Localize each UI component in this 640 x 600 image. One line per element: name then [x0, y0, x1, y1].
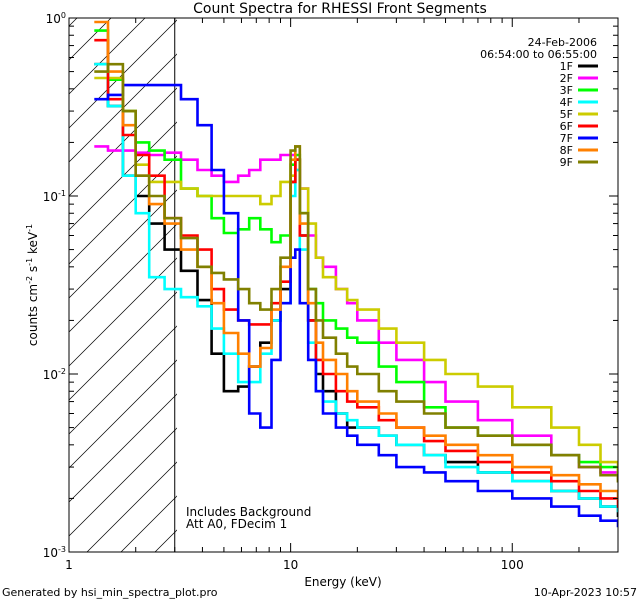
- hatch-line: [69, 18, 146, 95]
- y-tick-label: 100: [46, 11, 66, 26]
- date-label: 24-Feb-2006: [528, 36, 597, 49]
- x-tick-label: 100: [501, 558, 524, 572]
- footer-generator: Generated by hsi_min_spectra_plot.pro: [2, 586, 218, 599]
- y-tick-label: 10-2: [43, 367, 66, 382]
- series-line-9f: [94, 62, 618, 483]
- time-range-label: 06:54:00 to 06:55:00: [480, 48, 597, 61]
- x-tick-label: 1: [65, 558, 73, 572]
- hatch-line: [69, 18, 78, 27]
- hatch-line: [69, 87, 177, 197]
- footer-timestamp: 10-Apr-2023 10:57: [534, 586, 637, 599]
- axis-ticks: [68, 17, 619, 553]
- legend-label-6f: 6F: [560, 120, 573, 133]
- hatch-line: [69, 427, 177, 537]
- legend-label-8f: 8F: [560, 144, 573, 157]
- x-tick-label: 10: [283, 558, 298, 572]
- annotation-attenuator: Att A0, FDecim 1: [186, 517, 287, 531]
- hatch-line: [86, 461, 177, 552]
- y-tick-label: 10-3: [43, 545, 66, 560]
- annotation-background: Includes Background: [186, 505, 311, 519]
- legend-label-4f: 4F: [560, 96, 573, 109]
- hatch-line: [223, 0, 640, 552]
- hatch-line: [69, 223, 177, 333]
- hatch-line: [69, 325, 177, 435]
- legend-label-5f: 5F: [560, 108, 573, 121]
- hatch-line: [69, 189, 177, 299]
- legend-label-9f: 9F: [560, 156, 573, 169]
- chart-title: Count Spectra for RHESSI Front Segments: [193, 1, 487, 17]
- y-axis-label: counts cm-2 s-1 keV-1: [25, 224, 40, 346]
- hatch-line: [69, 393, 177, 503]
- legend-label-1f: 1F: [560, 60, 573, 73]
- series-lines: [94, 20, 618, 528]
- y-tick-label: 10-1: [43, 189, 66, 204]
- series-line-5f: [94, 76, 618, 483]
- x-axis-label: Energy (keV): [304, 575, 381, 589]
- hatch-line: [257, 0, 640, 552]
- background-hatch-region: [69, 0, 640, 552]
- legend-label-7f: 7F: [560, 132, 573, 145]
- hatch-line: [69, 257, 177, 367]
- plot-frame: [68, 17, 619, 553]
- legend-label-2f: 2F: [560, 72, 573, 85]
- hatch-line: [69, 19, 177, 129]
- hatch-line: [69, 359, 177, 469]
- legend-label-3f: 3F: [560, 84, 573, 97]
